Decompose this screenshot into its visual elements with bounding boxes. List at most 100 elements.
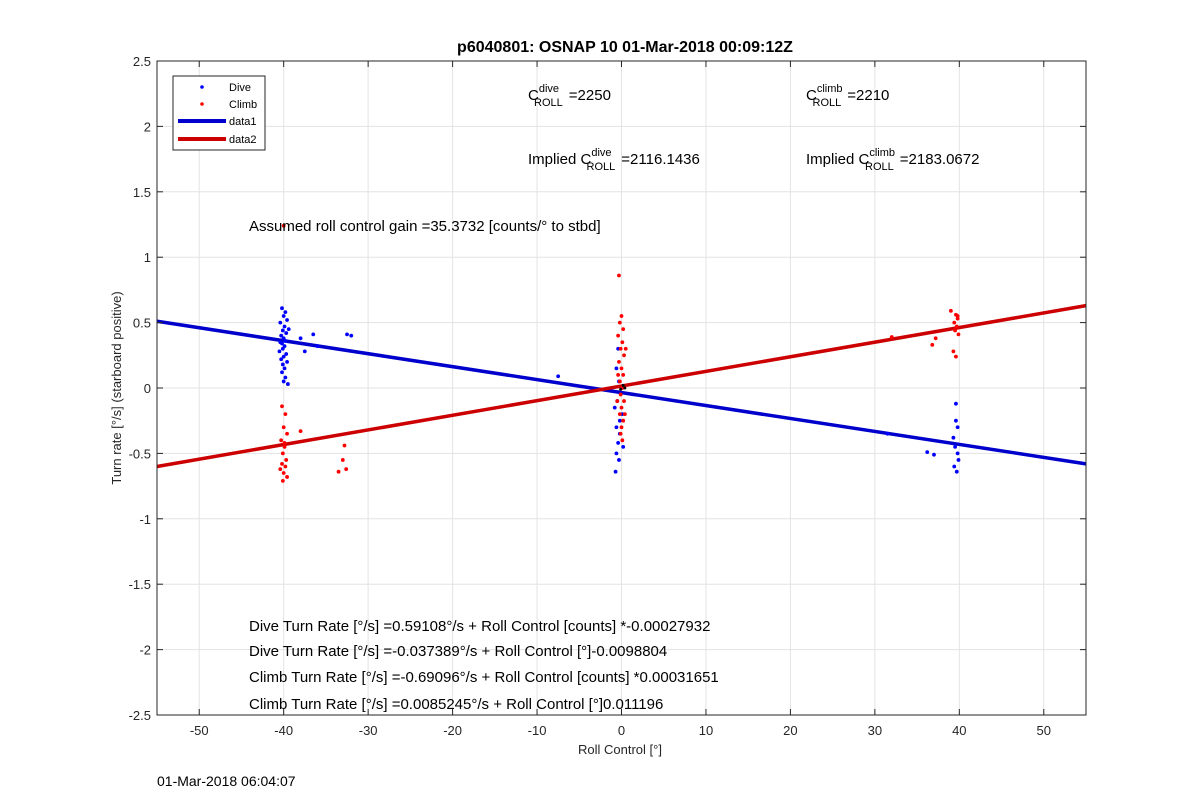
point-dive (280, 346, 285, 351)
point-climb (282, 441, 287, 445)
point-dive (278, 320, 283, 325)
point-climb (621, 373, 626, 377)
point-climb (618, 392, 623, 397)
chart-title: p6040801: OSNAP 10 01-Mar-2018 00:09:12Z (457, 39, 793, 56)
point-climb (283, 464, 288, 469)
legend-data2-label: data2 (229, 134, 257, 146)
point-dive (281, 379, 286, 384)
implied-c-roll-climb: Implied Cclimb ROLL =2183.0672 (806, 147, 979, 173)
point-climb (281, 425, 286, 430)
point-climb (617, 379, 622, 384)
point-climb (622, 353, 626, 358)
point-dive (617, 458, 621, 462)
point-center (621, 383, 625, 387)
point-dive (279, 357, 284, 362)
point-dive (311, 332, 316, 337)
legend-dive-marker (200, 85, 204, 89)
point-dive (302, 349, 307, 354)
legend-data1-label: data1 (229, 116, 257, 128)
point-climb (955, 316, 960, 321)
point-climb (621, 418, 626, 423)
x-tick-label: 30 (868, 723, 882, 738)
legend-dive-label: Dive (229, 82, 251, 94)
point-climb (344, 467, 349, 471)
point-dive (621, 444, 626, 449)
point-dive (614, 366, 619, 371)
point-climb (616, 373, 621, 377)
y-tick-label: -2.5 (129, 708, 151, 723)
point-dive (955, 425, 960, 430)
point-climb (619, 405, 624, 410)
point-climb (889, 335, 894, 339)
point-climb (284, 458, 289, 462)
point-dive (955, 451, 960, 456)
y-tick-label: 2 (144, 119, 151, 134)
point-dive (616, 441, 621, 445)
x-tick-label: 40 (952, 723, 966, 738)
point-dive (925, 450, 930, 454)
point-climb (952, 320, 957, 325)
point-climb (283, 412, 288, 417)
legend: Dive Climb data1 data2 (172, 75, 266, 151)
point-climb (278, 467, 283, 471)
point-climb (281, 471, 286, 475)
point-climb (956, 332, 961, 337)
y-tick-label: -1 (139, 512, 151, 527)
point-climb (617, 359, 621, 364)
point-climb (954, 354, 958, 359)
point-dive (951, 435, 956, 440)
point-dive (280, 306, 284, 311)
point-climb (280, 478, 285, 483)
x-tick-label: 50 (1037, 723, 1051, 738)
c-roll-dive: Cdive ROLL =2250 (528, 83, 611, 109)
fit-climb-degrees: Climb Turn Rate [°/s] =0.0085245°/s + Ro… (249, 696, 663, 713)
point-dive (952, 464, 957, 469)
point-climb (621, 327, 626, 332)
point-climb (617, 273, 621, 278)
point-dive (285, 318, 289, 322)
point-climb (298, 429, 303, 434)
point-climb (622, 412, 627, 417)
y-axis-ticks: -2.5 -2 -1.5 -1 -0.5 0 0.5 1 1.5 2 2.5 (129, 54, 1086, 723)
y-tick-label: 0.5 (133, 316, 151, 331)
point-dive (349, 333, 354, 338)
fit-dive-counts: Dive Turn Rate [°/s] =0.59108°/s + Roll … (249, 618, 710, 635)
point-climb (618, 346, 623, 351)
point-climb (618, 431, 623, 436)
fit-line-data2 (156, 303, 1087, 469)
point-dive (612, 405, 617, 410)
point-dive (285, 359, 289, 364)
point-climb (622, 399, 626, 403)
point-center (619, 387, 623, 391)
scatter-points (277, 223, 961, 483)
y-tick-label: 2.5 (133, 54, 151, 69)
point-dive (298, 336, 303, 341)
x-tick-label: -50 (190, 723, 209, 738)
fit-lines (156, 303, 1087, 469)
y-tick-label: 1 (144, 250, 151, 265)
point-dive (280, 362, 285, 367)
point-dive (315, 344, 320, 349)
point-climb (617, 412, 622, 417)
x-tick-label: 0 (618, 723, 625, 738)
point-climb (342, 443, 347, 448)
point-climb (340, 458, 345, 462)
y-tick-label: -2 (139, 643, 151, 658)
point-dive (280, 328, 285, 333)
point-climb (282, 444, 287, 449)
point-dive (954, 401, 958, 406)
point-dive (284, 331, 289, 335)
point-dive (283, 339, 288, 343)
y-axis-label: Turn rate [°/s] (starboard positive) (109, 291, 124, 484)
point-climb (615, 399, 620, 403)
point-climb (930, 342, 935, 347)
y-tick-label: 1.5 (133, 185, 151, 200)
point-climb (280, 461, 284, 466)
x-axis-label: Roll Control [°] (578, 742, 662, 757)
roll-gain-note: Assumed roll control gain =35.3732 [coun… (249, 218, 601, 235)
legend-climb-marker (200, 102, 204, 106)
point-climb (951, 349, 956, 354)
point-dive (282, 324, 287, 329)
point-climb (616, 333, 621, 338)
point-climb (948, 308, 953, 313)
